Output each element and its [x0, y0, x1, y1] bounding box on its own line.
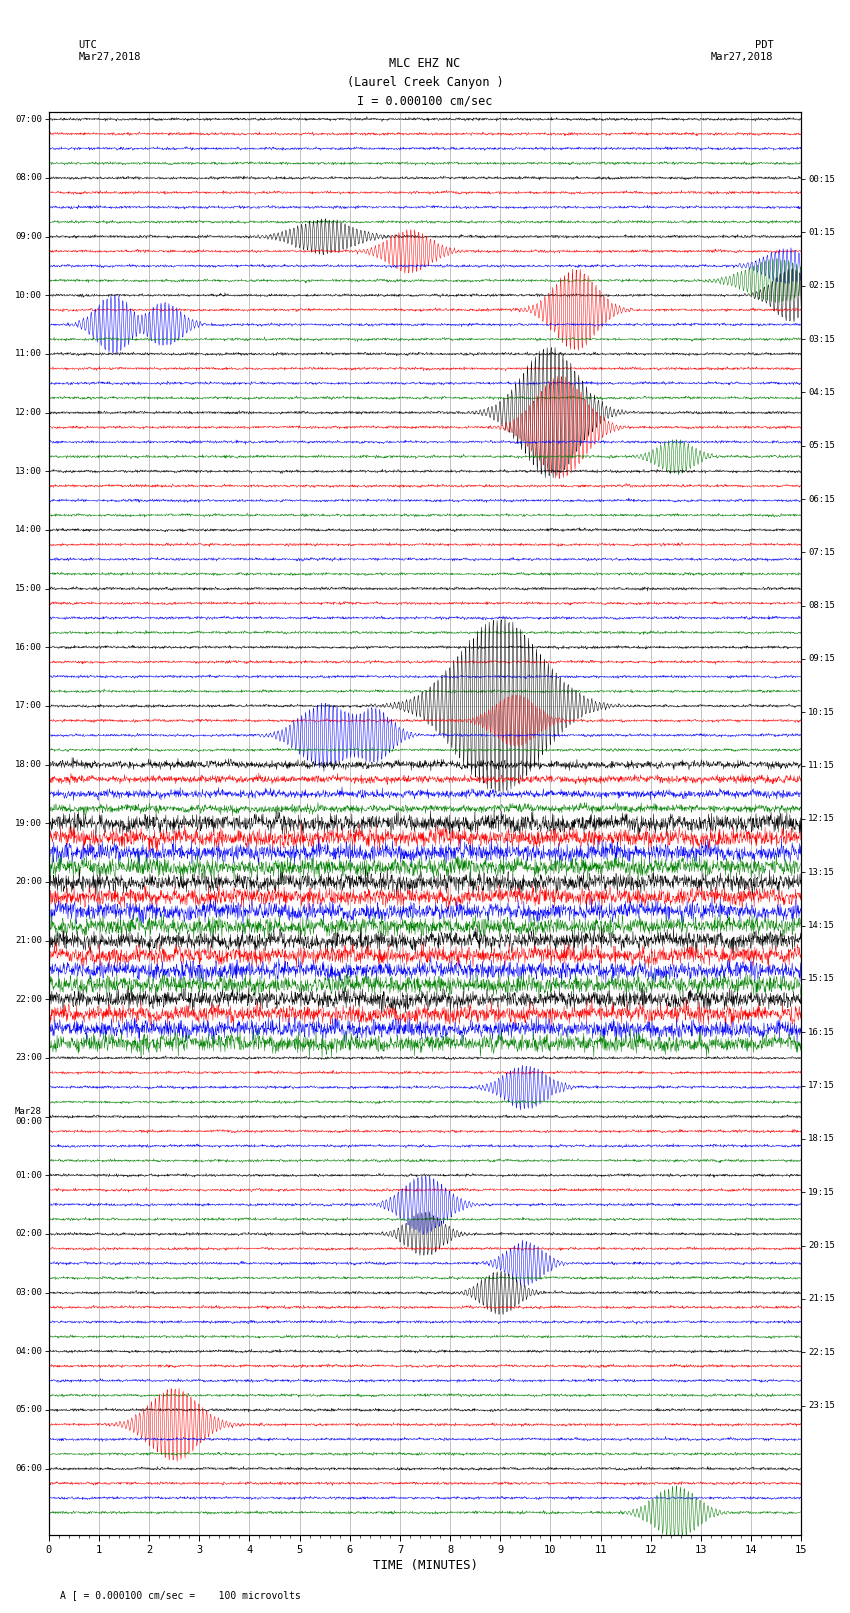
Text: Mar27,2018: Mar27,2018	[78, 52, 141, 61]
Text: Mar27,2018: Mar27,2018	[711, 52, 774, 61]
X-axis label: TIME (MINUTES): TIME (MINUTES)	[372, 1560, 478, 1573]
Text: PDT: PDT	[755, 40, 774, 50]
Text: A [ = 0.000100 cm/sec =    100 microvolts: A [ = 0.000100 cm/sec = 100 microvolts	[60, 1590, 300, 1600]
Title: MLC EHZ NC
(Laurel Creek Canyon )
I = 0.000100 cm/sec: MLC EHZ NC (Laurel Creek Canyon ) I = 0.…	[347, 56, 503, 108]
Text: UTC: UTC	[78, 40, 97, 50]
